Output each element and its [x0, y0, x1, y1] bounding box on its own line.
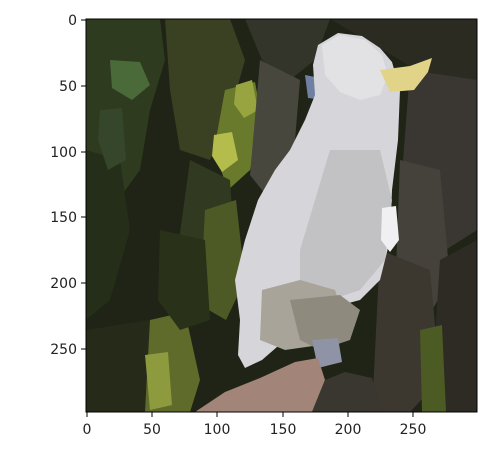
bird-wing-shadow	[300, 150, 392, 300]
bird-lower-shadow	[290, 295, 360, 350]
x-tick-label: 50	[143, 422, 161, 438]
background-region	[250, 60, 300, 200]
y-tick-label: 0	[68, 13, 77, 29]
y-tick-label: 200	[50, 276, 77, 292]
bird-tail-edge	[381, 206, 399, 252]
foliage-region	[158, 230, 210, 330]
x-tick-label: 250	[400, 422, 427, 438]
y-axis: 0 50 100 150 200 250	[50, 13, 86, 358]
foliage-region	[234, 80, 258, 118]
bird-beak	[380, 58, 432, 92]
foliage-region	[86, 320, 160, 412]
foliage-region	[98, 108, 126, 170]
x-tick-label: 150	[270, 422, 297, 438]
x-axis: 0 50 100 150 200 250	[83, 412, 427, 438]
x-tick-label: 200	[335, 422, 362, 438]
branch-shadow	[312, 372, 382, 412]
y-tick-label: 50	[59, 79, 77, 95]
axes-frame	[85, 18, 478, 413]
background-region	[245, 19, 330, 80]
background-region	[420, 325, 446, 412]
foliage-region	[145, 352, 172, 410]
foliage-region	[86, 150, 130, 320]
bird-foot	[312, 338, 342, 368]
branch	[195, 358, 325, 412]
foliage-region	[110, 60, 150, 100]
foliage-region	[200, 200, 245, 320]
y-tick-label: 250	[50, 342, 77, 358]
y-tick-label: 100	[50, 145, 77, 161]
bird-head-highlight	[322, 35, 388, 100]
background-region	[330, 19, 477, 90]
x-tick-label: 100	[204, 422, 231, 438]
foliage-region	[212, 132, 238, 172]
image-canvas	[86, 19, 477, 412]
y-tick-label: 150	[50, 210, 77, 226]
x-tick-label: 0	[83, 422, 92, 438]
